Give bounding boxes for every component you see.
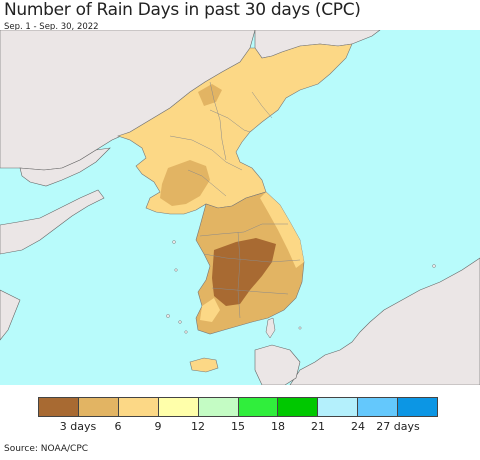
north-korea-6-9-day-zone-north (198, 84, 222, 106)
china-coast-lower (0, 289, 21, 341)
legend-tick-label: 12 (191, 420, 205, 433)
legend-tick-label: 9 (154, 420, 162, 433)
legend-tick-label: 21 (311, 420, 325, 433)
jeju-island (189, 357, 219, 373)
south-korea-9-12-day-zone (260, 192, 304, 268)
legend-swatch (318, 398, 359, 416)
map-subtitle: Sep. 1 - Sep. 30, 2022 (4, 22, 99, 32)
tsushima-island (265, 317, 276, 339)
legend-swatch (118, 398, 159, 416)
map-svg (0, 30, 480, 385)
south-korea-9-12-day-zone-west (200, 298, 220, 322)
legend-tick-label: 18 (271, 420, 285, 433)
map-area (0, 30, 480, 385)
legend-tick-label: 6 (114, 420, 122, 433)
legend-tick-label: 15 (231, 420, 245, 433)
legend-tick-label: 24 (351, 420, 365, 433)
legend-swatch (78, 398, 119, 416)
small-islands (166, 240, 436, 334)
shandong-peninsula (0, 189, 105, 255)
legend-ticks: 3 days 6 9 12 15 18 21 24 27 days (38, 420, 438, 434)
legend-swatch (358, 398, 399, 416)
legend-tick-label: 3 days (59, 420, 97, 433)
liaodong-peninsula (19, 147, 111, 187)
legend-swatch (198, 398, 239, 416)
legend-swatch (238, 398, 279, 416)
map-title: Number of Rain Days in past 30 days (CPC… (4, 0, 361, 20)
province-borders (169, 81, 301, 319)
legend-swatch (278, 398, 319, 416)
japan-kyushu (254, 344, 301, 385)
south-korea-lt6-day-zone (212, 238, 276, 306)
north-korea-6-9-day-zone (160, 160, 210, 206)
legend-swatch (158, 398, 199, 416)
legend-swatch (398, 398, 438, 416)
legend-colorbar (38, 397, 438, 417)
source-label: Source: NOAA/CPC (4, 444, 89, 454)
legend-tick-label: 27 days (376, 420, 420, 433)
legend-swatch (39, 398, 79, 416)
